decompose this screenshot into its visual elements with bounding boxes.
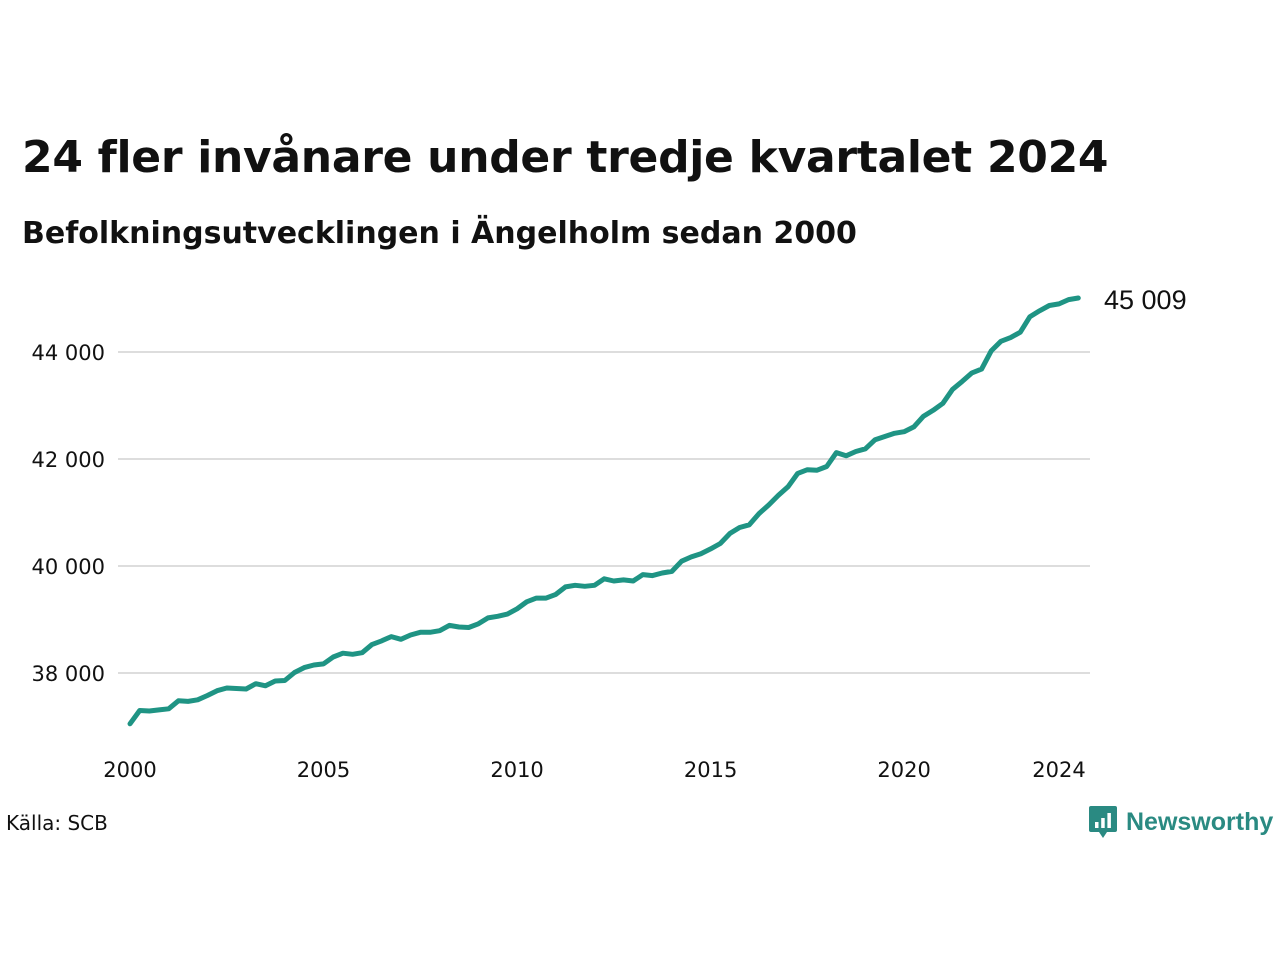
newsworthy-logo-icon bbox=[1089, 806, 1117, 838]
x-axis-ticks: 2000 2005 2010 2015 2020 2024 bbox=[103, 758, 1085, 782]
brand-logo[interactable]: Newsworthy bbox=[1088, 804, 1273, 840]
x-tick-label: 2010 bbox=[490, 758, 543, 782]
x-tick-label: 2020 bbox=[877, 758, 930, 782]
x-tick-label: 2000 bbox=[103, 758, 156, 782]
x-tick-label: 2024 bbox=[1032, 758, 1085, 782]
source-note: Källa: SCB bbox=[6, 811, 108, 835]
population-series-line bbox=[127, 295, 1081, 727]
y-tick-label: 38 000 bbox=[32, 662, 105, 686]
gridlines bbox=[118, 351, 1090, 674]
y-tick-label: 40 000 bbox=[32, 555, 105, 579]
y-axis-ticks: 38 000 40 000 42 000 44 000 bbox=[32, 341, 105, 686]
brand-name: Newsworthy bbox=[1126, 807, 1274, 836]
x-tick-label: 2015 bbox=[684, 758, 737, 782]
y-tick-label: 42 000 bbox=[32, 448, 105, 472]
y-tick-label: 44 000 bbox=[32, 341, 105, 365]
chart-subtitle: Befolkningsutvecklingen i Ängelholm seda… bbox=[22, 216, 857, 251]
chart-title: 24 fler invånare under tredje kvartalet … bbox=[22, 132, 1109, 183]
x-tick-label: 2005 bbox=[297, 758, 350, 782]
end-value-label: 45 009 bbox=[1104, 285, 1187, 315]
series-layer bbox=[127, 295, 1081, 727]
